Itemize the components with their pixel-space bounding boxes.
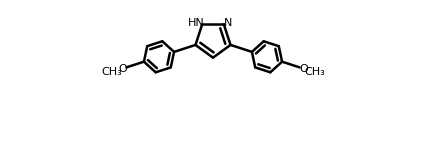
Text: CH₃: CH₃ [101,67,122,77]
Text: O: O [118,64,127,74]
Text: HN: HN [188,18,205,28]
Text: O: O [299,64,308,74]
Text: N: N [224,18,233,28]
Text: CH₃: CH₃ [304,67,325,77]
